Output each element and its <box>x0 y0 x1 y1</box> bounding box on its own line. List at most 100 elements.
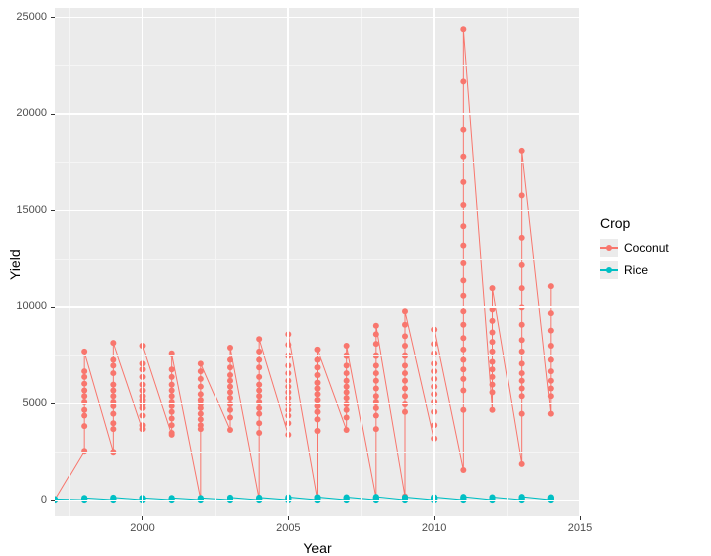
data-point-coconut <box>198 391 204 397</box>
legend-label: Coconut <box>624 241 669 255</box>
data-point-coconut <box>519 349 525 355</box>
data-point-coconut <box>81 387 87 393</box>
x-tick-label: 2000 <box>123 522 163 534</box>
data-point-coconut <box>402 386 408 392</box>
data-point-coconut <box>490 358 496 364</box>
data-point-coconut <box>519 148 525 154</box>
data-point-coconut <box>519 192 525 198</box>
data-point-coconut <box>256 382 262 388</box>
data-point-coconut <box>402 343 408 349</box>
legend-key-icon <box>600 239 618 257</box>
data-point-coconut <box>373 426 379 432</box>
data-point-coconut <box>519 378 525 384</box>
data-point-coconut <box>81 368 87 374</box>
legend-item-rice: Rice <box>600 261 669 279</box>
data-point-coconut <box>402 333 408 339</box>
data-point-coconut <box>344 414 350 420</box>
data-point-coconut <box>402 370 408 376</box>
data-point-coconut <box>81 423 87 429</box>
data-point-coconut <box>460 127 466 133</box>
data-point-coconut <box>460 407 466 413</box>
data-point-coconut <box>548 411 554 417</box>
y-tick-label: 15000 <box>0 204 47 216</box>
data-point-coconut <box>256 374 262 380</box>
data-point-coconut <box>548 343 554 349</box>
data-point-coconut <box>490 389 496 395</box>
data-point-coconut <box>256 364 262 370</box>
legend-key-icon <box>600 261 618 279</box>
data-point-coconut <box>198 422 204 428</box>
data-point-coconut <box>490 318 496 324</box>
data-point-coconut <box>373 386 379 392</box>
data-point-coconut <box>315 380 321 386</box>
data-point-coconut <box>227 389 233 395</box>
data-point-coconut <box>460 387 466 393</box>
data-point-coconut <box>373 370 379 376</box>
data-point-coconut <box>490 330 496 336</box>
legend-title: Crop <box>600 215 669 231</box>
data-point-coconut <box>460 277 466 283</box>
data-point-coconut <box>110 357 116 363</box>
data-point-coconut <box>315 386 321 392</box>
data-point-coconut <box>344 384 350 390</box>
data-point-coconut <box>198 411 204 417</box>
data-point-coconut <box>548 393 554 399</box>
data-point-coconut <box>110 393 116 399</box>
data-point-coconut <box>548 378 554 384</box>
data-point-coconut <box>460 260 466 266</box>
chart-container: Yield Year Crop CoconutRice 050001000015… <box>0 0 711 556</box>
data-point-coconut <box>548 368 554 374</box>
data-point-coconut <box>81 349 87 355</box>
data-point-coconut <box>519 322 525 328</box>
data-point-coconut <box>344 407 350 413</box>
data-point-coconut <box>519 411 525 417</box>
legend: Crop Coconut Rice <box>600 215 669 283</box>
data-point-coconut <box>460 366 466 372</box>
data-point-coconut <box>548 328 554 334</box>
data-point-coconut <box>81 374 87 380</box>
data-point-coconut <box>169 382 175 388</box>
x-tick-label: 2015 <box>560 522 600 534</box>
data-point-coconut <box>519 461 525 467</box>
data-point-coconut <box>548 310 554 316</box>
y-axis-title: Yield <box>7 240 23 280</box>
data-point-coconut <box>256 336 262 342</box>
data-point-coconut <box>490 349 496 355</box>
data-point-coconut <box>227 407 233 413</box>
data-point-coconut <box>402 322 408 328</box>
data-point-coconut <box>315 364 321 370</box>
x-axis-title: Year <box>55 540 580 556</box>
data-point-coconut <box>460 202 466 208</box>
data-point-coconut <box>227 357 233 363</box>
data-point-coconut <box>169 366 175 372</box>
data-point-coconut <box>519 360 525 366</box>
data-point-coconut <box>227 372 233 378</box>
data-point-coconut <box>519 370 525 376</box>
data-point-coconut <box>227 384 233 390</box>
data-point-coconut <box>373 331 379 337</box>
data-point-coconut <box>373 323 379 329</box>
data-point-coconut <box>256 411 262 417</box>
data-point-coconut <box>169 393 175 399</box>
data-point-coconut <box>344 427 350 433</box>
data-point-coconut <box>256 430 262 436</box>
data-point-coconut <box>344 370 350 376</box>
data-point-coconut <box>460 376 466 382</box>
data-point-coconut <box>460 223 466 229</box>
data-point-coconut <box>315 391 321 397</box>
series-line-coconut <box>55 29 551 500</box>
data-point-coconut <box>110 362 116 368</box>
data-point-coconut <box>460 243 466 249</box>
data-point-coconut <box>169 422 175 428</box>
data-point-coconut <box>373 405 379 411</box>
data-point-coconut <box>402 362 408 368</box>
data-point-coconut <box>344 362 350 368</box>
data-point-coconut <box>519 285 525 291</box>
y-tick-label: 0 <box>0 494 47 506</box>
data-point-coconut <box>110 426 116 432</box>
data-point-coconut <box>198 376 204 382</box>
data-point-coconut <box>227 345 233 351</box>
data-point-coconut <box>227 414 233 420</box>
data-point-coconut <box>373 362 379 368</box>
data-point-coconut <box>373 378 379 384</box>
